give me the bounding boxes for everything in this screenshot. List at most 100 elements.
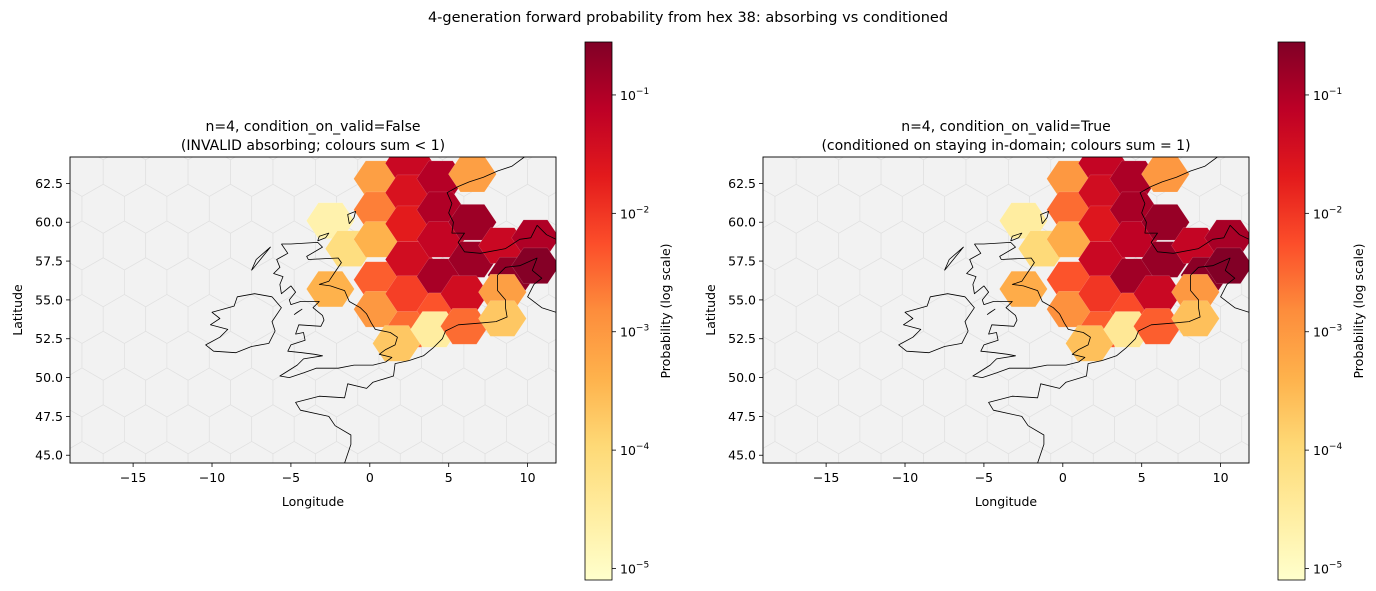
invalid-hex xyxy=(965,441,1009,463)
x-tick-label: −15 xyxy=(120,470,146,485)
probability-hex xyxy=(1141,157,1190,193)
panel-title-line1: n=4, condition_on_valid=True xyxy=(901,119,1111,135)
invalid-hex xyxy=(527,441,556,463)
invalid-hex xyxy=(795,441,840,463)
invalid-hex xyxy=(1177,441,1221,463)
invalid-hex xyxy=(309,157,321,161)
invalid-hex xyxy=(145,441,189,463)
x-tick-label: −10 xyxy=(199,470,225,485)
probability-hexes xyxy=(306,157,556,362)
invalid-hex xyxy=(1092,441,1137,463)
invalid-hex xyxy=(960,157,972,161)
invalid-hex xyxy=(182,157,194,161)
colorbar-tick-label: 10−4 xyxy=(1313,442,1342,458)
y-tick-label: 62.5 xyxy=(728,176,756,191)
x-tick-label: 0 xyxy=(1059,470,1067,485)
plot-frame xyxy=(69,156,557,464)
colorbar xyxy=(584,41,613,581)
coastline-segment xyxy=(1010,232,1023,242)
invalid-hex xyxy=(442,441,486,463)
colorbar-tick-label: 10−5 xyxy=(620,561,649,577)
x-axis-ticks: −15 −10 −5 0 5 10 xyxy=(120,463,536,485)
coastline-segment xyxy=(944,246,964,271)
invalid-hex-grid xyxy=(70,157,556,463)
invalid-hex xyxy=(315,441,359,463)
y-tick-label: 47.5 xyxy=(728,409,756,424)
invalid-hex xyxy=(272,441,316,463)
invalid-hex xyxy=(399,441,444,463)
invalid-hex xyxy=(97,157,109,161)
invalid-hex xyxy=(917,157,930,161)
coastline-segment xyxy=(295,257,556,463)
x-tick-label: 5 xyxy=(1138,470,1146,485)
panel-conditioned: n=4, condition_on_valid=True (conditione… xyxy=(703,41,1366,581)
invalid-hex xyxy=(923,441,967,463)
x-tick-label: −5 xyxy=(975,470,993,485)
invalid-hex xyxy=(140,157,152,161)
y-axis-label: Latitude xyxy=(10,284,25,336)
y-tick-label: 57.5 xyxy=(728,254,756,269)
coastline xyxy=(205,157,556,463)
x-tick-label: 10 xyxy=(520,470,536,485)
invalid-hex xyxy=(880,441,924,463)
invalid-hex xyxy=(790,157,802,161)
coastline xyxy=(898,157,1249,463)
colorbar-tick-label: 10−2 xyxy=(1313,205,1342,221)
invalid-hex xyxy=(70,441,104,463)
panel-absorbing: n=4, condition_on_valid=False (INVALID a… xyxy=(10,41,673,581)
invalid-hex xyxy=(479,157,491,161)
y-tick-label: 50.0 xyxy=(35,370,63,385)
invalid-hex xyxy=(838,441,882,463)
y-tick-label: 45.0 xyxy=(728,448,756,463)
y-tick-label: 47.5 xyxy=(35,409,63,424)
y-tick-label: 50.0 xyxy=(728,370,756,385)
colorbar-ticks: 10−5 10−4 10−3 10−2 10−1 xyxy=(612,87,649,577)
invalid-hex xyxy=(230,441,274,463)
colorbar-tick-label: 10−5 xyxy=(1313,561,1342,577)
invalid-hex xyxy=(224,157,237,161)
probability-hexes xyxy=(999,157,1249,362)
x-axis-ticks: −15 −10 −5 0 5 10 xyxy=(813,463,1229,485)
invalid-hex xyxy=(102,441,147,463)
invalid-hex xyxy=(1050,441,1094,463)
coastline-segment xyxy=(966,241,1091,379)
probability-hex xyxy=(1133,308,1182,345)
coastline-segment xyxy=(347,210,357,225)
colorbar-tick-label: 10−3 xyxy=(620,324,649,340)
probability-hex xyxy=(372,325,421,362)
coastline-segment xyxy=(205,293,282,354)
probability-hex xyxy=(440,308,489,345)
coastline-segment xyxy=(898,293,975,354)
colorbar xyxy=(1277,41,1306,581)
y-axis-ticks: 45.0 47.5 50.0 52.5 55.0 57.5 60.0 62.5 xyxy=(35,176,70,463)
y-axis-label: Latitude xyxy=(703,284,718,336)
x-axis-label: Longitude xyxy=(282,494,344,509)
x-tick-label: 10 xyxy=(1213,470,1229,485)
panel-title-line1: n=4, condition_on_valid=False xyxy=(206,119,421,135)
x-tick-label: −5 xyxy=(282,470,300,485)
y-tick-label: 45.0 xyxy=(35,448,63,463)
invalid-hex xyxy=(1220,441,1249,463)
invalid-hex xyxy=(875,157,887,161)
y-tick-label: 55.0 xyxy=(728,292,756,307)
coastline-segment xyxy=(986,308,996,316)
figure-suptitle: 4-generation forward probability from he… xyxy=(428,10,948,26)
coastline-segment xyxy=(293,308,303,316)
panel-title-line2: (conditioned on staying in-domain; colou… xyxy=(821,138,1190,154)
probability-hex xyxy=(448,157,497,193)
coastline-segment xyxy=(251,246,271,271)
x-axis-label: Longitude xyxy=(975,494,1037,509)
invalid-hex xyxy=(484,441,528,463)
y-tick-label: 52.5 xyxy=(728,331,756,346)
invalid-hex xyxy=(763,441,797,463)
x-tick-label: −15 xyxy=(813,470,839,485)
invalid-hex xyxy=(352,157,364,161)
coastline-segment xyxy=(1139,157,1249,254)
x-tick-label: 0 xyxy=(366,470,374,485)
y-tick-label: 52.5 xyxy=(35,331,63,346)
coastline-segment xyxy=(317,232,330,242)
y-tick-label: 57.5 xyxy=(35,254,63,269)
invalid-hex xyxy=(1135,441,1179,463)
probability-hex xyxy=(999,270,1048,308)
